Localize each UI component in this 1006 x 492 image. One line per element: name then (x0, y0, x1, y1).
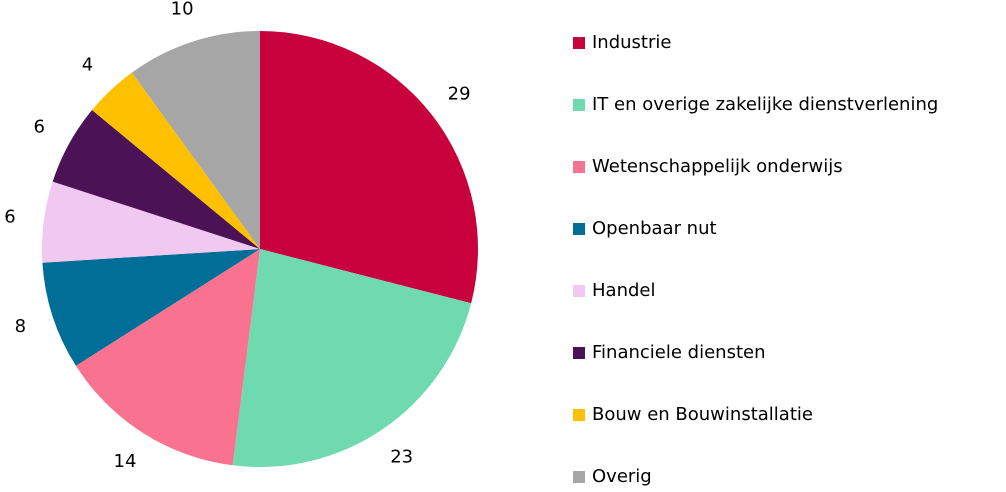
pie-slice (75, 249, 260, 466)
legend-label: Handel (592, 280, 655, 301)
legend-swatch (573, 347, 585, 359)
data-label: 14 (114, 451, 137, 472)
legend-label: Industrie (592, 32, 671, 53)
legend-label: Financiele diensten (592, 342, 766, 363)
pie-slice (52, 110, 260, 250)
legend-swatch (573, 99, 585, 111)
pie-slice (42, 181, 260, 263)
legend-swatch (573, 161, 585, 173)
data-label: 4 (82, 54, 93, 75)
legend-swatch (573, 285, 585, 297)
pie-slice (260, 31, 478, 304)
data-label: 10 (171, 0, 194, 19)
pie-slice (232, 249, 472, 467)
data-label: 29 (448, 84, 471, 105)
legend-swatch (573, 409, 585, 421)
legend-swatch (573, 471, 585, 483)
pie-slice (42, 249, 260, 366)
legend-swatch (573, 223, 585, 235)
legend-label: IT en overige zakelijke dienstverlening (592, 94, 938, 115)
legend-label: Wetenschappelijk onderwijs (592, 156, 843, 177)
pie-slice (131, 31, 260, 249)
pie-slice (92, 72, 261, 249)
legend-label: Overig (592, 466, 652, 487)
legend-swatch (573, 37, 585, 49)
data-label: 6 (4, 206, 15, 227)
legend-label: Openbaar nut (592, 218, 717, 239)
legend-label: Bouw en Bouwinstallatie (592, 404, 813, 425)
data-label: 8 (15, 316, 26, 337)
data-label: 23 (390, 446, 413, 467)
data-label: 6 (33, 117, 44, 138)
